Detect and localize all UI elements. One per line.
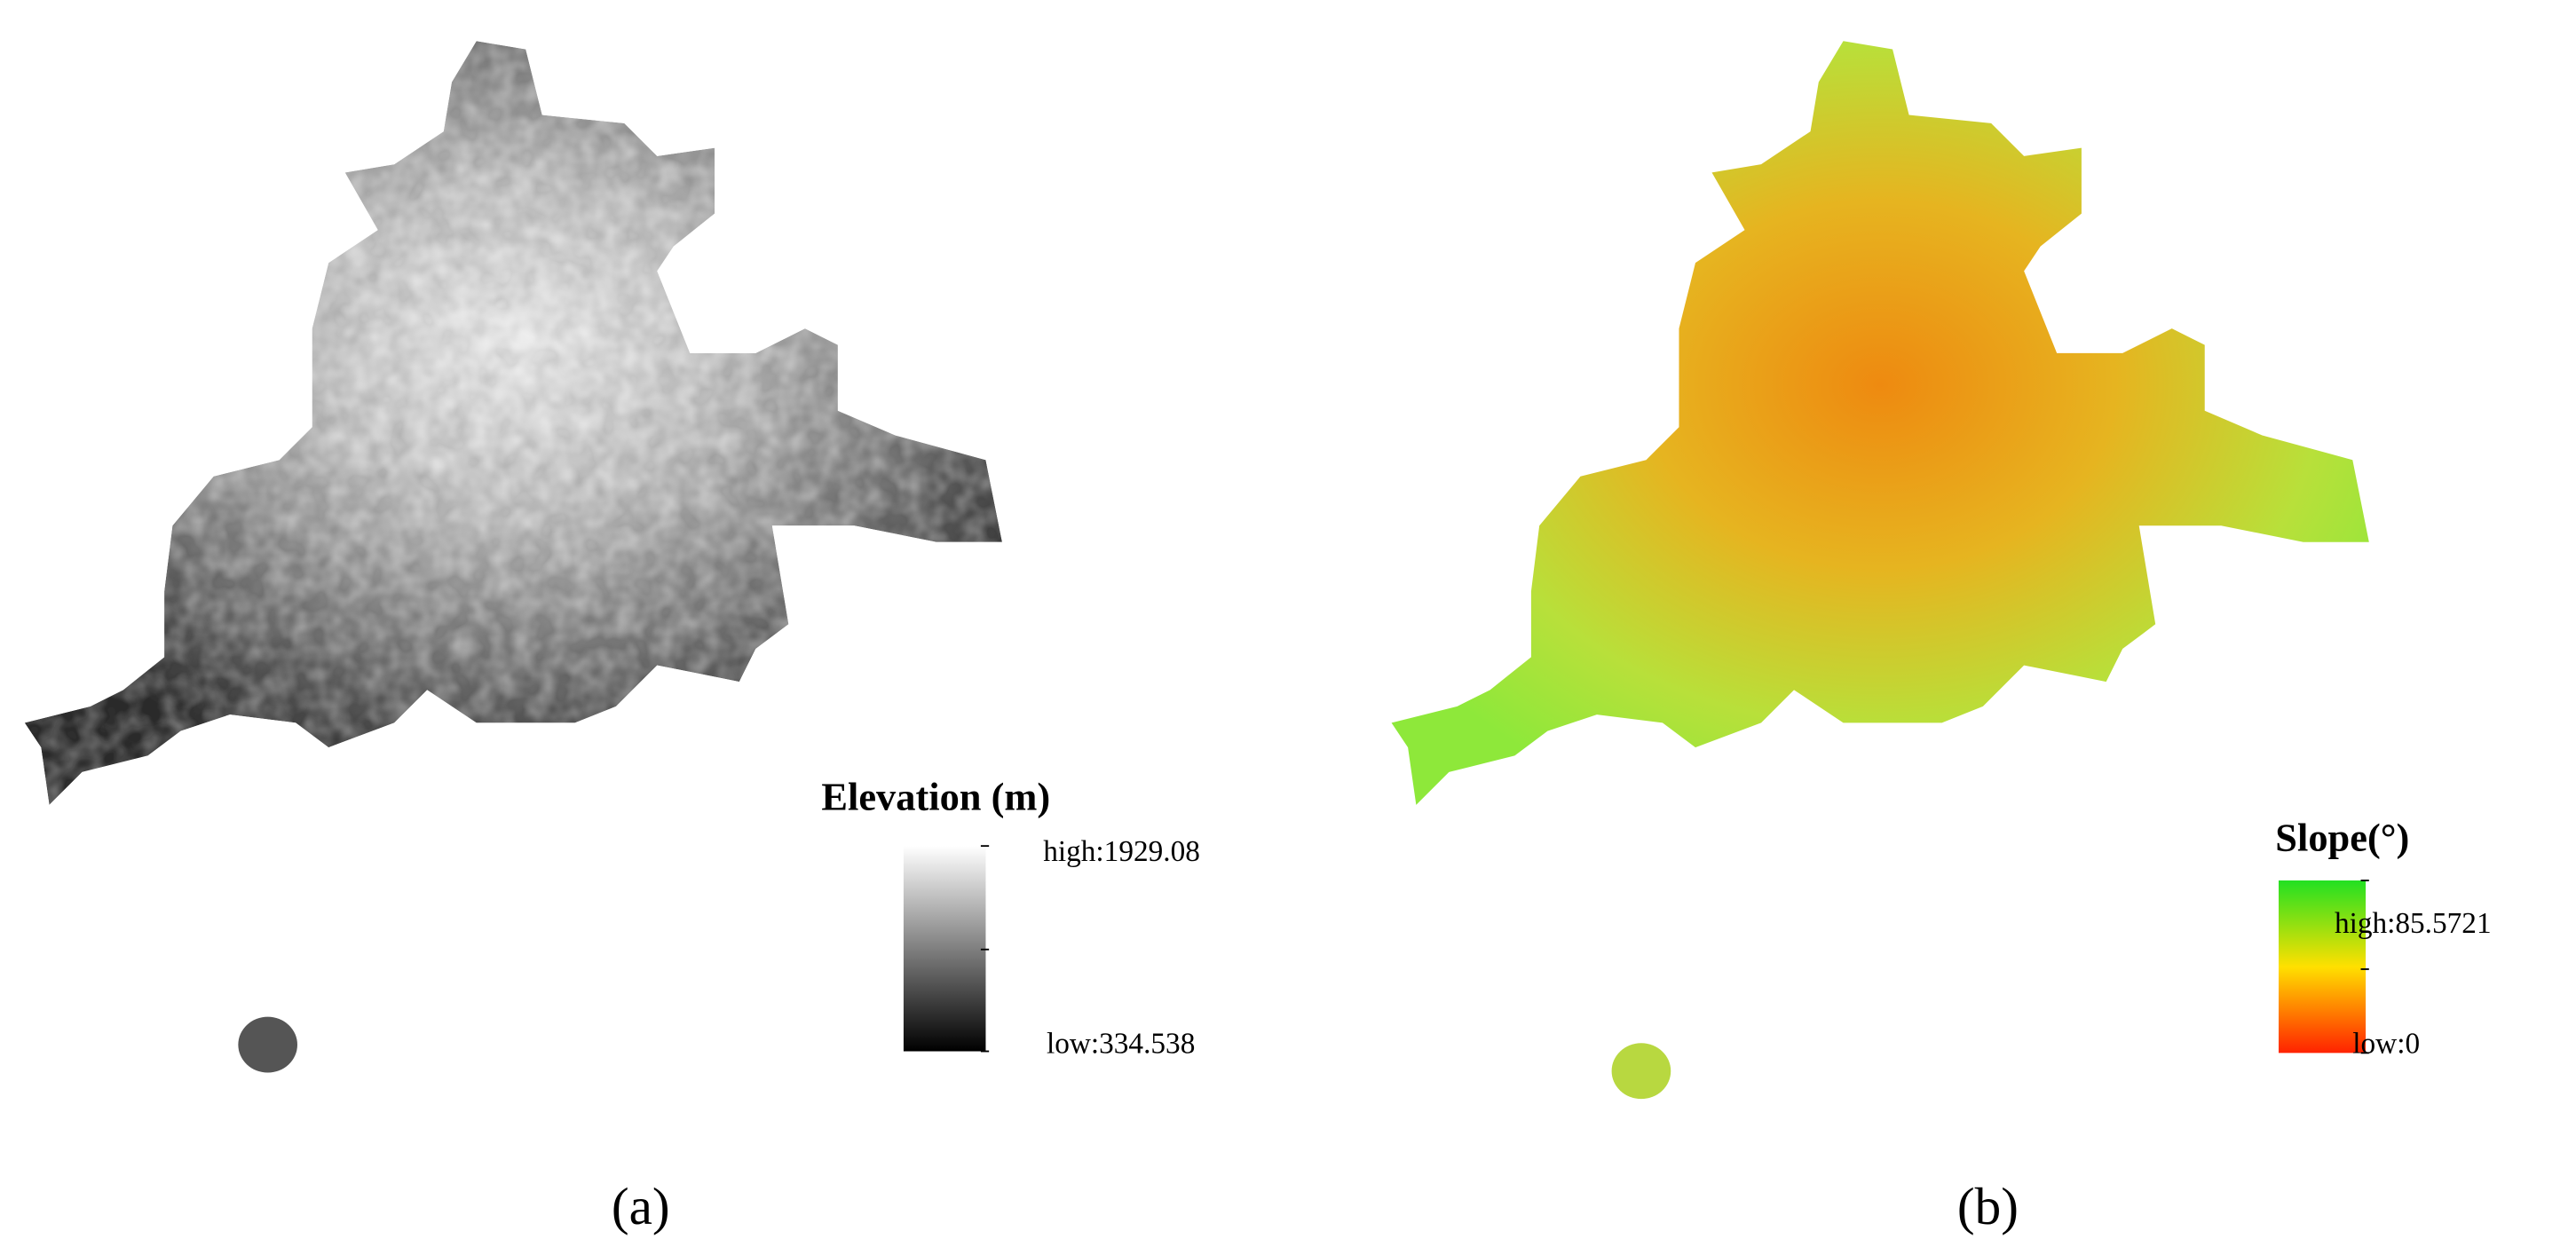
legend-title: Elevation (m) — [821, 774, 1050, 818]
slope-map — [1391, 41, 2369, 1100]
slope-legend: Slope(°) high:85.5721 low:0 — [2275, 816, 2491, 1061]
elevation-region — [24, 41, 1002, 805]
caption: (a) — [612, 1177, 670, 1235]
legend-low: low:0 — [2352, 1027, 2420, 1060]
elevation-legend: Elevation (m) high:1929.08 low:334.538 — [821, 774, 1200, 1060]
legend-high: high:1929.08 — [1043, 835, 1200, 868]
slope-island — [1611, 1043, 1671, 1100]
legend-low: low:334.538 — [1047, 1027, 1195, 1060]
caption: (b) — [1957, 1177, 2019, 1235]
legend-high: high:85.5721 — [2335, 907, 2492, 940]
legend-bar — [903, 846, 986, 1052]
elevation-island — [238, 1016, 297, 1073]
legend-bar — [2279, 880, 2367, 1054]
slope-region — [1391, 41, 2369, 805]
legend-title: Slope(°) — [2275, 816, 2409, 860]
elevation-map — [24, 41, 1002, 1073]
